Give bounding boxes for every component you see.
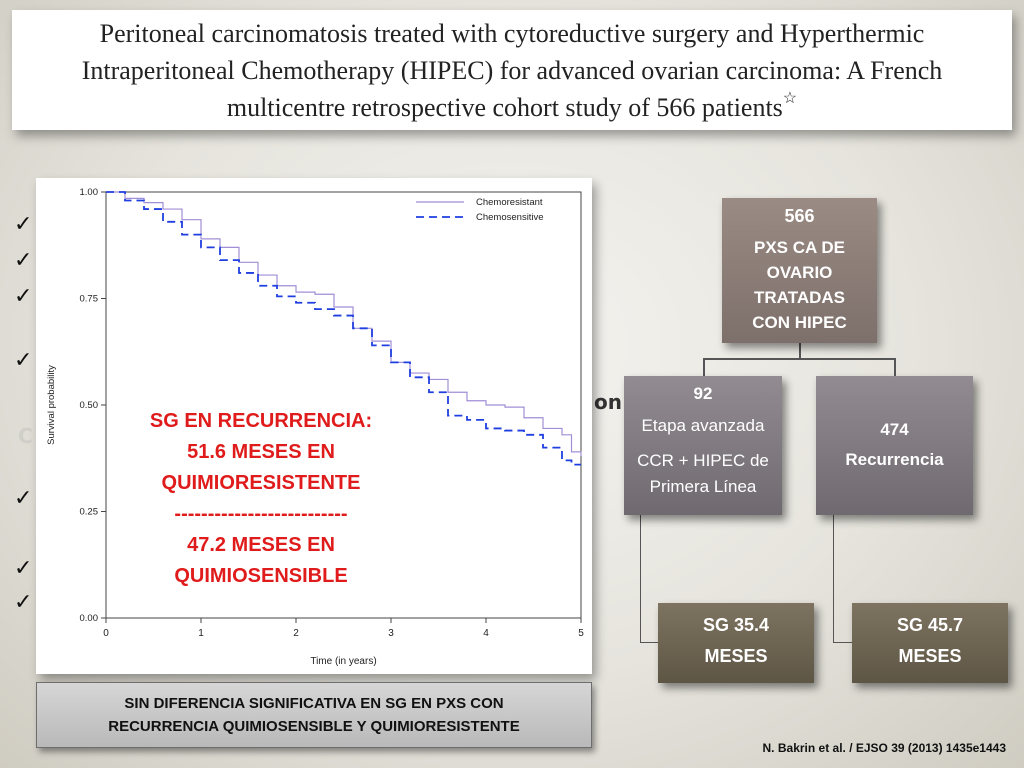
advanced-count: 92 — [693, 384, 713, 403]
x-tick-label: 0 — [103, 628, 109, 639]
advanced-stage-box: 92 Etapa avanzada CCR + HIPEC de Primera… — [624, 376, 782, 515]
y-axis-label: Survival probability — [46, 365, 57, 445]
conclusion-note: SIN DIFERENCIA SIGNIFICATIVA EN SG EN PX… — [36, 682, 592, 748]
check-icon: ✓ — [14, 248, 33, 273]
overlay-line: SG EN RECURRENCIA: — [149, 410, 373, 432]
check-icon: ✓ — [14, 284, 33, 309]
x-tick-label: 2 — [293, 628, 299, 639]
title-line-3: multicentre retrospective cohort study o… — [226, 89, 798, 122]
x-tick-label: 4 — [483, 628, 489, 639]
advanced-sublabel: Primera Línea — [649, 477, 757, 496]
conclusion-line-1: SIN DIFERENCIA SIGNIFICATIVA EN SG EN PX… — [124, 695, 504, 712]
connector-line — [894, 358, 896, 376]
title-line-2: Intraperitoneal Chemotherapy (HIPEC) for… — [81, 55, 943, 85]
title-box: Peritoneal carcinomatosis treated with c… — [12, 10, 1012, 130]
os-advanced-unit: MESES — [704, 646, 768, 666]
overlay-line: 51.6 MESES EN — [187, 441, 335, 463]
y-tick-label: 0.50 — [80, 400, 99, 411]
survival-chart-panel: 0.00 0.25 0.50 0.75 1.00 0 1 2 3 4 5 Time (in years… — [36, 178, 592, 674]
total-label-line: TRATADAS — [754, 288, 845, 307]
x-axis-label: Time (in years) — [310, 656, 376, 667]
x-tick-label: 3 — [388, 628, 394, 639]
recurrence-count: 474 — [880, 420, 909, 439]
y-tick-label: 1.00 — [80, 187, 99, 198]
x-tick-label: 1 — [198, 628, 204, 639]
os-advanced-value: SG 35.4 — [702, 615, 770, 635]
hidden-text-fragment: on — [594, 390, 622, 414]
check-icon: ✓ — [14, 212, 33, 237]
total-patients-box: 566 PXS CA DE OVARIO TRATADAS CON HIPEC — [722, 198, 877, 343]
check-icon: ✓ — [14, 556, 33, 581]
overlay-divider: -------------------------- — [174, 503, 348, 525]
connector-line — [799, 343, 801, 359]
title-line-1: Peritoneal carcinomatosis treated with c… — [99, 18, 925, 48]
connector-line — [833, 515, 834, 643]
os-recurrence-unit: MESES — [898, 646, 962, 666]
legend-label: Chemosensitive — [476, 212, 544, 223]
overlay-line: QUIMIOSENSIBLE — [174, 565, 348, 587]
total-label-line: OVARIO — [766, 263, 833, 282]
total-label-line: PXS CA DE — [753, 238, 845, 257]
recurrence-box: 474 Recurrencia — [816, 376, 973, 515]
total-count: 566 — [784, 206, 815, 226]
conclusion-line-2: RECURRENCIA QUIMIOSENSIBLE Y QUIMIORESIS… — [108, 718, 520, 735]
legend-label: Chemoresistant — [476, 197, 543, 208]
total-label-line: CON HIPEC — [752, 313, 847, 332]
recurrence-label: Recurrencia — [845, 450, 944, 469]
os-advanced-box: SG 35.4 MESES — [658, 603, 814, 683]
advanced-sublabel: CCR + HIPEC de — [637, 451, 769, 470]
connector-line — [703, 358, 705, 376]
star-icon: ☆ — [782, 89, 798, 107]
x-tick-label: 5 — [578, 628, 584, 639]
y-tick-label: 0.75 — [80, 294, 99, 305]
os-recurrence-box: SG 45.7 MESES — [852, 603, 1008, 683]
recurrence-survival-overlay: SG EN RECURRENCIA: 51.6 MESES EN QUIMIOR… — [100, 406, 422, 592]
connector-line — [833, 642, 852, 643]
hidden-text-fragment: C — [18, 424, 33, 448]
overlay-line: QUIMIORESISTENTE — [161, 472, 361, 494]
overlay-line: 47.2 MESES EN — [187, 534, 335, 556]
y-tick-label: 0.00 — [80, 613, 99, 624]
connector-line — [703, 358, 895, 360]
citation: N. Bakrin et al. / EJSO 39 (2013) 1435e1… — [762, 741, 1006, 755]
check-icon: ✓ — [14, 590, 33, 615]
check-icon: ✓ — [14, 348, 33, 373]
y-tick-label: 0.25 — [80, 507, 99, 518]
connector-line — [640, 642, 658, 643]
connector-line — [640, 515, 641, 643]
os-recurrence-value: SG 45.7 — [896, 615, 964, 635]
check-icon: ✓ — [14, 486, 33, 511]
advanced-label: Etapa avanzada — [641, 416, 765, 435]
survival-chart: 0.00 0.25 0.50 0.75 1.00 0 1 2 3 4 5 Time (in years… — [46, 187, 584, 667]
